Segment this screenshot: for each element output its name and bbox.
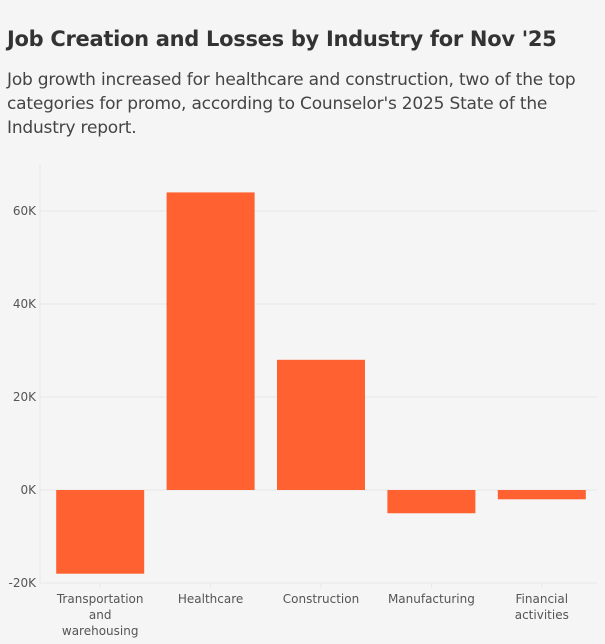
chart-subtitle: Job growth increased for healthcare and … [7,70,576,138]
x-tick-label: Financial activities [515,592,569,622]
bar-transportation-and-warehousing [56,490,145,574]
y-tick-label: 60K [13,204,37,218]
bar-manufacturing [387,490,476,514]
x-tick-label: Manufacturing [388,592,475,606]
y-tick-label: -20K [9,576,38,590]
bar-healthcare [166,192,255,490]
chart-title: Job Creation and Losses by Industry for … [7,27,557,51]
bar-construction [277,359,365,490]
x-tick-label: Healthcare [178,592,243,606]
x-tick-label: Construction [283,592,359,606]
x-tick-label: Transportation and warehousing [56,592,144,638]
bar-financial-activities [497,490,586,500]
y-tick-label: 0K [20,483,37,497]
y-tick-label: 40K [13,297,37,311]
y-tick-label: 20K [13,390,37,404]
